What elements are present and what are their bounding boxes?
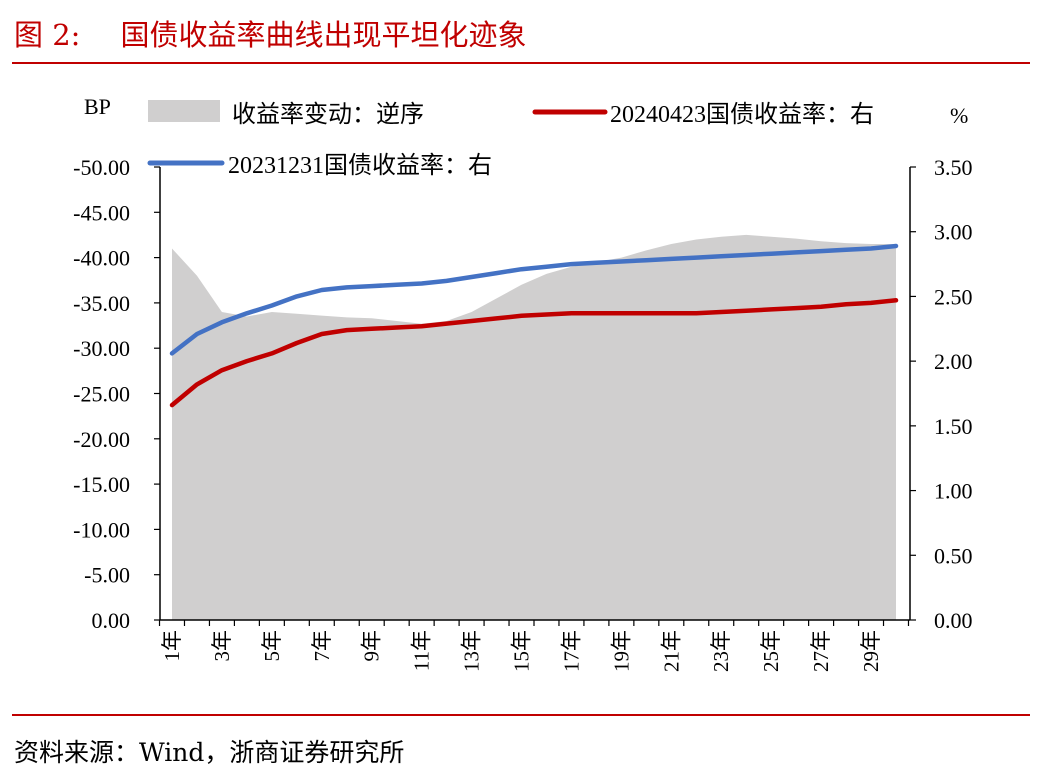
left-axis-unit: BP bbox=[84, 94, 111, 119]
figure-label: 图 2: bbox=[14, 18, 81, 52]
left-tick-label: -50.00 bbox=[73, 155, 130, 180]
right-tick-label: 0.50 bbox=[934, 543, 973, 568]
area-series-yield-change bbox=[172, 234, 896, 620]
x-tick-label: 13年 bbox=[460, 630, 484, 672]
left-tick-label: -25.00 bbox=[73, 382, 130, 407]
left-tick-label: -30.00 bbox=[73, 336, 130, 361]
x-tick-label: 27年 bbox=[809, 630, 833, 672]
x-tick-label: 11年 bbox=[410, 630, 434, 671]
source-note: 资料来源：Wind，浙商证券研究所 bbox=[14, 738, 405, 767]
legend-label-area: 收益率变动：逆序 bbox=[232, 101, 424, 128]
right-tick-label: 1.50 bbox=[934, 414, 973, 439]
x-tick-label: 17年 bbox=[559, 630, 583, 672]
x-tick-label: 19年 bbox=[609, 630, 633, 672]
figure-title-text: 国债收益率曲线出现平坦化迹象 bbox=[120, 18, 527, 52]
x-tick-label: 9年 bbox=[360, 630, 384, 662]
right-tick-label: 2.50 bbox=[934, 284, 973, 309]
legend-swatch-area bbox=[148, 100, 220, 122]
figure-title: 图 2: 国债收益率曲线出现平坦化迹象 bbox=[14, 12, 526, 54]
line-series-20231231 bbox=[169, 243, 899, 356]
left-tick-label: -40.00 bbox=[73, 246, 130, 271]
right-tick-label: 3.50 bbox=[934, 155, 973, 180]
left-tick-label: -45.00 bbox=[73, 200, 130, 225]
left-tick-label: -15.00 bbox=[73, 472, 130, 497]
legend: 收益率变动：逆序 20240423国债收益率：右 20231231国债收益率：右 bbox=[147, 100, 874, 179]
legend-label-blue: 20231231国债收益率：右 bbox=[228, 152, 492, 179]
left-tick-label: -10.00 bbox=[73, 517, 130, 542]
x-tick-label: 25年 bbox=[759, 630, 783, 672]
right-tick-label: 2.00 bbox=[934, 349, 973, 374]
right-tick-label: 3.00 bbox=[934, 220, 973, 245]
right-tick-label: 0.00 bbox=[934, 608, 973, 633]
x-tick-label: 23年 bbox=[709, 630, 733, 672]
left-tick-label: -5.00 bbox=[84, 563, 130, 588]
right-axis-unit: % bbox=[950, 103, 968, 128]
line-series-20240423 bbox=[169, 298, 899, 408]
x-tick-label: 29年 bbox=[859, 630, 883, 672]
left-tick-label: 0.00 bbox=[92, 608, 131, 633]
right-tick-label: 1.00 bbox=[934, 479, 973, 504]
left-tick-label: -20.00 bbox=[73, 427, 130, 452]
x-tick-label: 5年 bbox=[260, 630, 284, 662]
x-tick-label: 21年 bbox=[659, 630, 683, 672]
x-tick-label: 7年 bbox=[310, 630, 334, 662]
bottom-rule bbox=[12, 714, 1030, 716]
top-rule bbox=[12, 62, 1030, 64]
x-tick-label: 15年 bbox=[510, 630, 534, 672]
x-tick-label: 1年 bbox=[160, 630, 184, 662]
left-tick-label: -35.00 bbox=[73, 291, 130, 316]
legend-label-red: 20240423国债收益率：右 bbox=[610, 101, 874, 128]
x-tick-label: 3年 bbox=[210, 630, 234, 662]
